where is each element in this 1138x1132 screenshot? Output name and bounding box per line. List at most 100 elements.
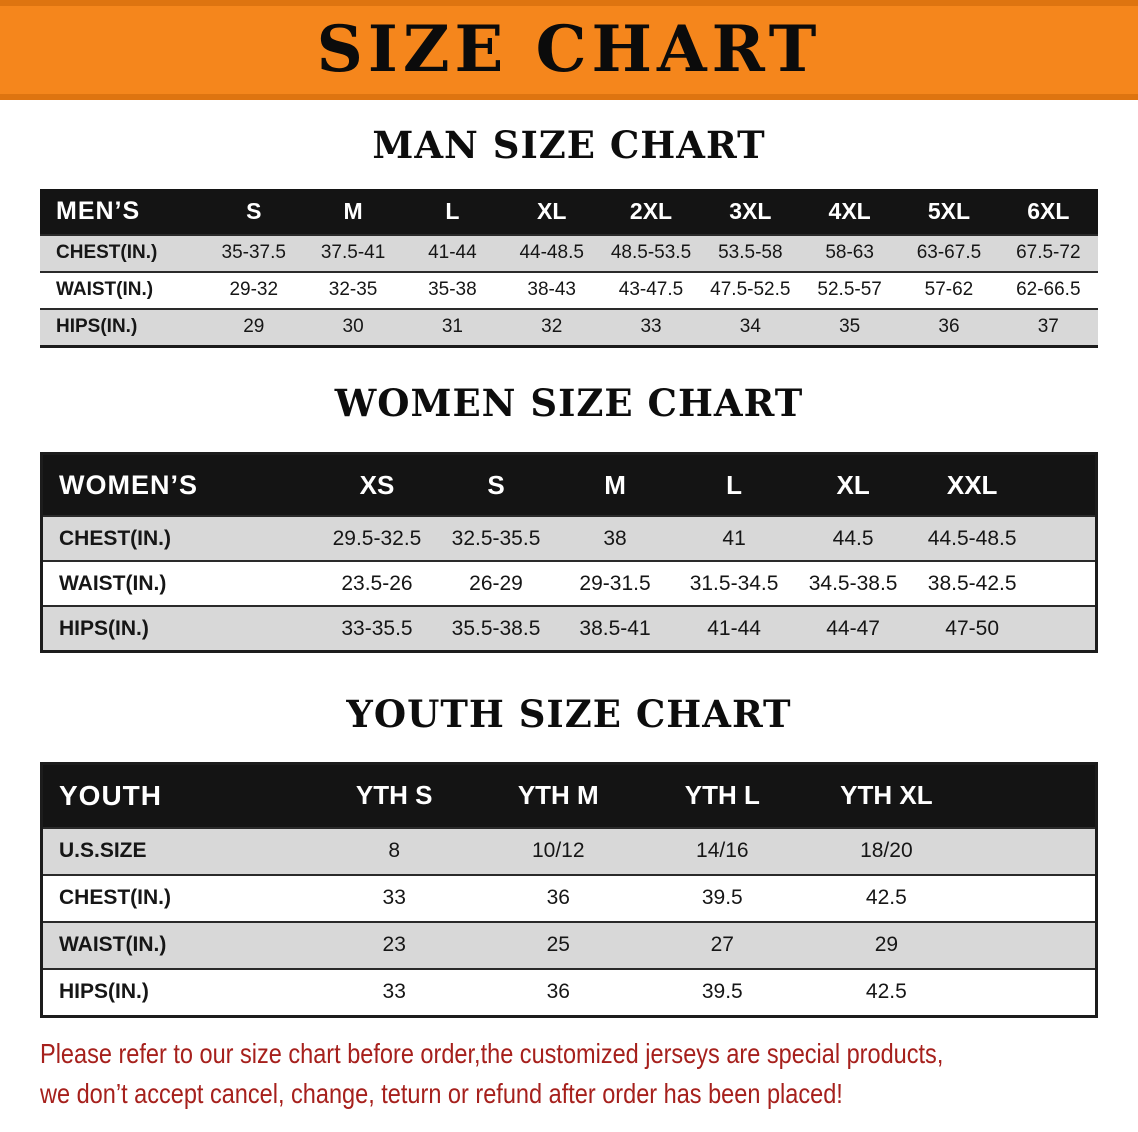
men-table-corner-label: MEN’S	[40, 188, 205, 235]
row-label-cell: WAIST(IN.)	[41, 921, 313, 969]
row-label-cell: HIPS(IN.)	[41, 968, 313, 1017]
youth-size-col-header: YTH S	[312, 763, 477, 828]
size-value-cell: 41-44	[674, 606, 794, 652]
size-value-cell: 62-66.5	[998, 271, 1098, 309]
youth-hips-row: HIPS(IN.) 33 36 39.5 42.5	[41, 968, 1097, 1017]
size-value-cell: 33	[601, 308, 701, 347]
row-label-cell: WAIST(IN.)	[40, 271, 205, 309]
size-value-cell: 44.5-48.5	[912, 516, 1032, 562]
youth-ussize-row: U.S.SIZE 8 10/12 14/16 18/20	[41, 827, 1097, 875]
men-header-row: MEN’S S M L XL 2XL 3XL 4XL 5XL 6XL	[40, 188, 1098, 235]
women-size-col-header: L	[674, 453, 794, 517]
spacer-cell	[968, 874, 1097, 922]
size-value-cell: 48.5-53.5	[601, 234, 701, 272]
size-value-cell: 29.5-32.5	[317, 516, 437, 562]
men-section: MAN SIZE CHART MEN’S S M L XL 2XL 3XL 4X…	[0, 124, 1138, 348]
size-value-cell: 57-62	[899, 271, 999, 309]
row-label-cell: CHEST(IN.)	[41, 874, 313, 922]
size-value-cell: 36	[899, 308, 999, 347]
men-size-col-header: 4XL	[799, 188, 900, 235]
women-size-col-header: XS	[317, 453, 437, 517]
men-chest-row: CHEST(IN.) 35-37.5 37.5-41 41-44 44-48.5…	[40, 234, 1098, 272]
women-header-row: WOMEN’S XS S M L XL XXL	[41, 453, 1097, 517]
size-value-cell: 23.5-26	[317, 561, 437, 607]
women-size-table: WOMEN’S XS S M L XL XXL CHEST(IN.) 29.5-…	[40, 452, 1098, 654]
size-value-cell: 27	[640, 921, 805, 969]
women-section: WOMEN SIZE CHART WOMEN’S XS S M L XL XXL…	[0, 381, 1138, 654]
men-size-col-header: 5XL	[899, 188, 999, 235]
size-value-cell: 44-48.5	[502, 234, 602, 272]
size-value-cell: 32.5-35.5	[436, 516, 556, 562]
spacer-cell	[968, 827, 1097, 875]
size-value-cell: 39.5	[640, 968, 805, 1017]
row-label-cell: HIPS(IN.)	[41, 606, 318, 652]
size-value-cell: 14/16	[640, 827, 805, 875]
men-size-col-header: L	[402, 188, 503, 235]
women-size-col-header: XL	[793, 453, 913, 517]
size-value-cell: 67.5-72	[998, 234, 1098, 272]
size-value-cell: 47-50	[912, 606, 1032, 652]
youth-size-col-header: YTH XL	[804, 763, 969, 828]
men-size-table: MEN’S S M L XL 2XL 3XL 4XL 5XL 6XL CHEST…	[40, 188, 1098, 348]
size-value-cell: 31.5-34.5	[674, 561, 794, 607]
youth-size-col-header: YTH M	[476, 763, 641, 828]
footer-notice: Please refer to our size chart before or…	[0, 1034, 1138, 1114]
notice-line-2: we don’t accept cancel, change, teturn o…	[40, 1077, 843, 1109]
size-value-cell: 33	[312, 968, 477, 1017]
youth-table-body: U.S.SIZE 8 10/12 14/16 18/20 CHEST(IN.) …	[41, 827, 1097, 1017]
size-value-cell: 63-67.5	[899, 234, 999, 272]
women-table-corner-label: WOMEN’S	[41, 453, 318, 517]
women-hips-row: HIPS(IN.) 33-35.5 35.5-38.5 38.5-41 41-4…	[41, 606, 1097, 652]
size-value-cell: 44.5	[793, 516, 913, 562]
spacer-cell	[1031, 561, 1097, 607]
size-value-cell: 41	[674, 516, 794, 562]
size-value-cell: 33	[312, 874, 477, 922]
size-value-cell: 29	[804, 921, 969, 969]
row-label-cell: CHEST(IN.)	[41, 516, 318, 562]
size-value-cell: 29-31.5	[555, 561, 675, 607]
women-waist-row: WAIST(IN.) 23.5-26 26-29 29-31.5 31.5-34…	[41, 561, 1097, 607]
size-value-cell: 41-44	[402, 234, 503, 272]
size-value-cell: 31	[402, 308, 503, 347]
size-value-cell: 23	[312, 921, 477, 969]
women-size-col-header: S	[436, 453, 556, 517]
women-table-head: WOMEN’S XS S M L XL XXL	[41, 453, 1097, 517]
size-value-cell: 37	[998, 308, 1098, 347]
size-value-cell: 34	[700, 308, 800, 347]
size-value-cell: 36	[476, 968, 641, 1017]
size-value-cell: 34.5-38.5	[793, 561, 913, 607]
youth-header-row: YOUTH YTH S YTH M YTH L YTH XL	[41, 763, 1097, 828]
men-size-col-header: 2XL	[601, 188, 701, 235]
men-size-col-header: M	[303, 188, 403, 235]
size-value-cell: 38	[555, 516, 675, 562]
youth-section: YOUTH SIZE CHART YOUTH YTH S YTH M YTH L…	[0, 693, 1138, 1018]
row-label-cell: HIPS(IN.)	[40, 308, 205, 347]
youth-table-head: YOUTH YTH S YTH M YTH L YTH XL	[41, 763, 1097, 828]
size-value-cell: 33-35.5	[317, 606, 437, 652]
size-value-cell: 36	[476, 874, 641, 922]
size-value-cell: 38.5-42.5	[912, 561, 1032, 607]
men-table-body: CHEST(IN.) 35-37.5 37.5-41 41-44 44-48.5…	[40, 234, 1098, 347]
spacer-cell	[1031, 516, 1097, 562]
size-value-cell: 38-43	[502, 271, 602, 309]
row-label-cell: CHEST(IN.)	[40, 234, 205, 272]
men-table-head: MEN’S S M L XL 2XL 3XL 4XL 5XL 6XL	[40, 188, 1098, 235]
size-value-cell: 18/20	[804, 827, 969, 875]
row-label-cell: WAIST(IN.)	[41, 561, 318, 607]
size-value-cell: 39.5	[640, 874, 805, 922]
youth-size-table: YOUTH YTH S YTH M YTH L YTH XL U.S.SIZE …	[40, 761, 1098, 1018]
women-size-col-header: M	[555, 453, 675, 517]
men-waist-row: WAIST(IN.) 29-32 32-35 35-38 38-43 43-47…	[40, 271, 1098, 309]
youth-size-col-header: YTH L	[640, 763, 805, 828]
women-table-body: CHEST(IN.) 29.5-32.5 32.5-35.5 38 41 44.…	[41, 516, 1097, 652]
size-value-cell: 53.5-58	[700, 234, 800, 272]
row-label-cell: U.S.SIZE	[41, 827, 313, 875]
size-value-cell: 8	[312, 827, 477, 875]
men-size-col-header: XL	[502, 188, 602, 235]
men-section-heading: MAN SIZE CHART	[372, 123, 766, 167]
size-value-cell: 42.5	[804, 874, 969, 922]
youth-chest-row: CHEST(IN.) 33 36 39.5 42.5	[41, 874, 1097, 922]
size-value-cell: 35	[799, 308, 900, 347]
size-value-cell: 25	[476, 921, 641, 969]
